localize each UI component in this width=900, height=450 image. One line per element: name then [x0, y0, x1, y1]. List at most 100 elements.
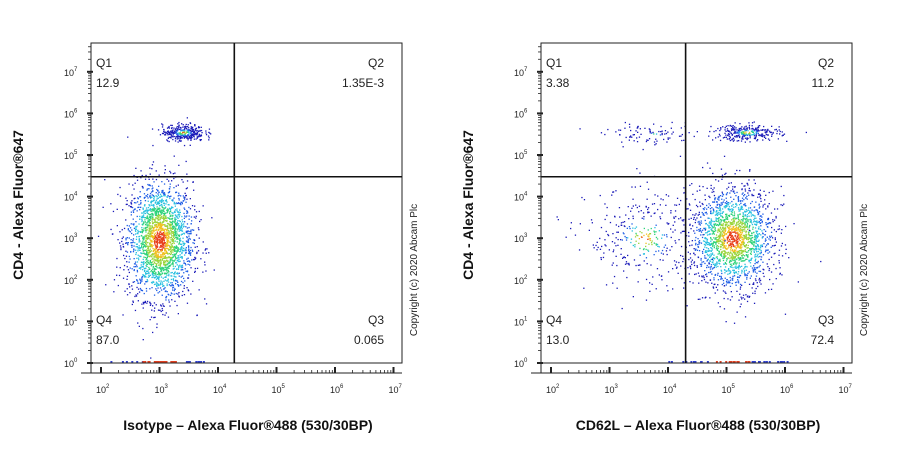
data-point: [754, 292, 756, 295]
data-point: [162, 313, 164, 316]
data-point: [151, 261, 153, 263]
data-point: [176, 259, 179, 261]
data-point: [711, 224, 713, 226]
data-point: [696, 217, 698, 219]
data-point: [173, 275, 175, 277]
data-point: [163, 218, 165, 220]
data-point: [711, 252, 714, 254]
data-point: [723, 285, 726, 287]
data-point: [171, 124, 173, 127]
data-point: [632, 244, 634, 247]
data-point: [681, 277, 683, 280]
data-point: [754, 227, 757, 229]
data-point: [171, 249, 173, 251]
data-point: [155, 208, 157, 210]
data-point: [688, 218, 690, 220]
data-point: [127, 229, 129, 231]
data-point: [705, 232, 707, 234]
data-point: [747, 272, 749, 275]
data-point: [724, 255, 726, 257]
data-point: [695, 273, 697, 275]
data-point: [683, 187, 685, 189]
data-point: [155, 199, 157, 202]
data-point: [728, 238, 731, 241]
data-point: [741, 272, 743, 274]
data-point: [142, 237, 145, 239]
data-point: [698, 282, 700, 284]
data-point: [710, 270, 712, 273]
data-point: [717, 272, 719, 274]
data-point: [733, 255, 735, 258]
data-point: [736, 251, 738, 253]
data-point: [183, 250, 185, 252]
data-point: [197, 250, 200, 252]
data-point: [157, 213, 159, 215]
data-point: [733, 198, 735, 200]
data-point: [715, 206, 717, 208]
data-point: [139, 218, 141, 220]
data-point: [622, 232, 624, 234]
data-point: [156, 266, 158, 268]
data-point: [179, 254, 181, 256]
data-point: [194, 133, 196, 136]
data-point: [155, 170, 157, 172]
data-point: [760, 215, 762, 217]
data-point: [149, 245, 152, 247]
data-point: [182, 269, 184, 271]
data-point: [180, 256, 182, 258]
data-point: [697, 244, 699, 246]
data-point: [166, 228, 169, 230]
data-point: [649, 290, 651, 292]
data-point: [175, 227, 177, 229]
data-point: [165, 217, 167, 219]
data-point: [142, 215, 144, 217]
data-point: [633, 259, 636, 261]
data-point: [751, 232, 753, 234]
data-point: [748, 296, 750, 298]
data-point: [741, 252, 743, 255]
data-point: [157, 283, 159, 285]
data-point: [727, 218, 729, 220]
data-point: [157, 254, 159, 256]
data-point: [674, 240, 676, 242]
data-point: [181, 266, 184, 268]
data-point: [155, 209, 158, 211]
data-point: [741, 284, 743, 286]
data-point: [643, 227, 645, 230]
data-point: [751, 242, 753, 244]
data-point: [179, 136, 181, 139]
data-point: [169, 195, 171, 198]
data-point: [747, 244, 749, 247]
data-point: [759, 222, 761, 224]
data-point: [149, 230, 151, 232]
data-point: [738, 239, 740, 241]
data-point: [709, 279, 712, 281]
data-point: [778, 225, 780, 227]
data-point: [164, 252, 166, 254]
data-point: [731, 208, 733, 210]
data-point: [617, 238, 619, 241]
data-point: [146, 189, 148, 191]
data-point: [715, 220, 717, 222]
data-point: [757, 233, 759, 236]
data-point: [166, 238, 168, 240]
data-point: [185, 127, 187, 130]
data-point: [153, 204, 155, 207]
data-point: [751, 249, 753, 251]
data-point: [200, 126, 202, 128]
data-point: [160, 256, 163, 258]
data-point: [700, 222, 703, 224]
data-point: [186, 258, 188, 260]
data-point: [754, 239, 756, 241]
data-point: [135, 253, 137, 256]
data-points: [97, 117, 215, 363]
data-point: [153, 302, 156, 304]
data-point: [741, 205, 743, 207]
data-point: [744, 223, 746, 225]
data-point: [574, 234, 577, 236]
data-point: [172, 227, 174, 230]
data-point: [725, 205, 727, 207]
data-point: [166, 210, 169, 212]
data-point: [182, 290, 184, 293]
data-point: [187, 230, 189, 232]
